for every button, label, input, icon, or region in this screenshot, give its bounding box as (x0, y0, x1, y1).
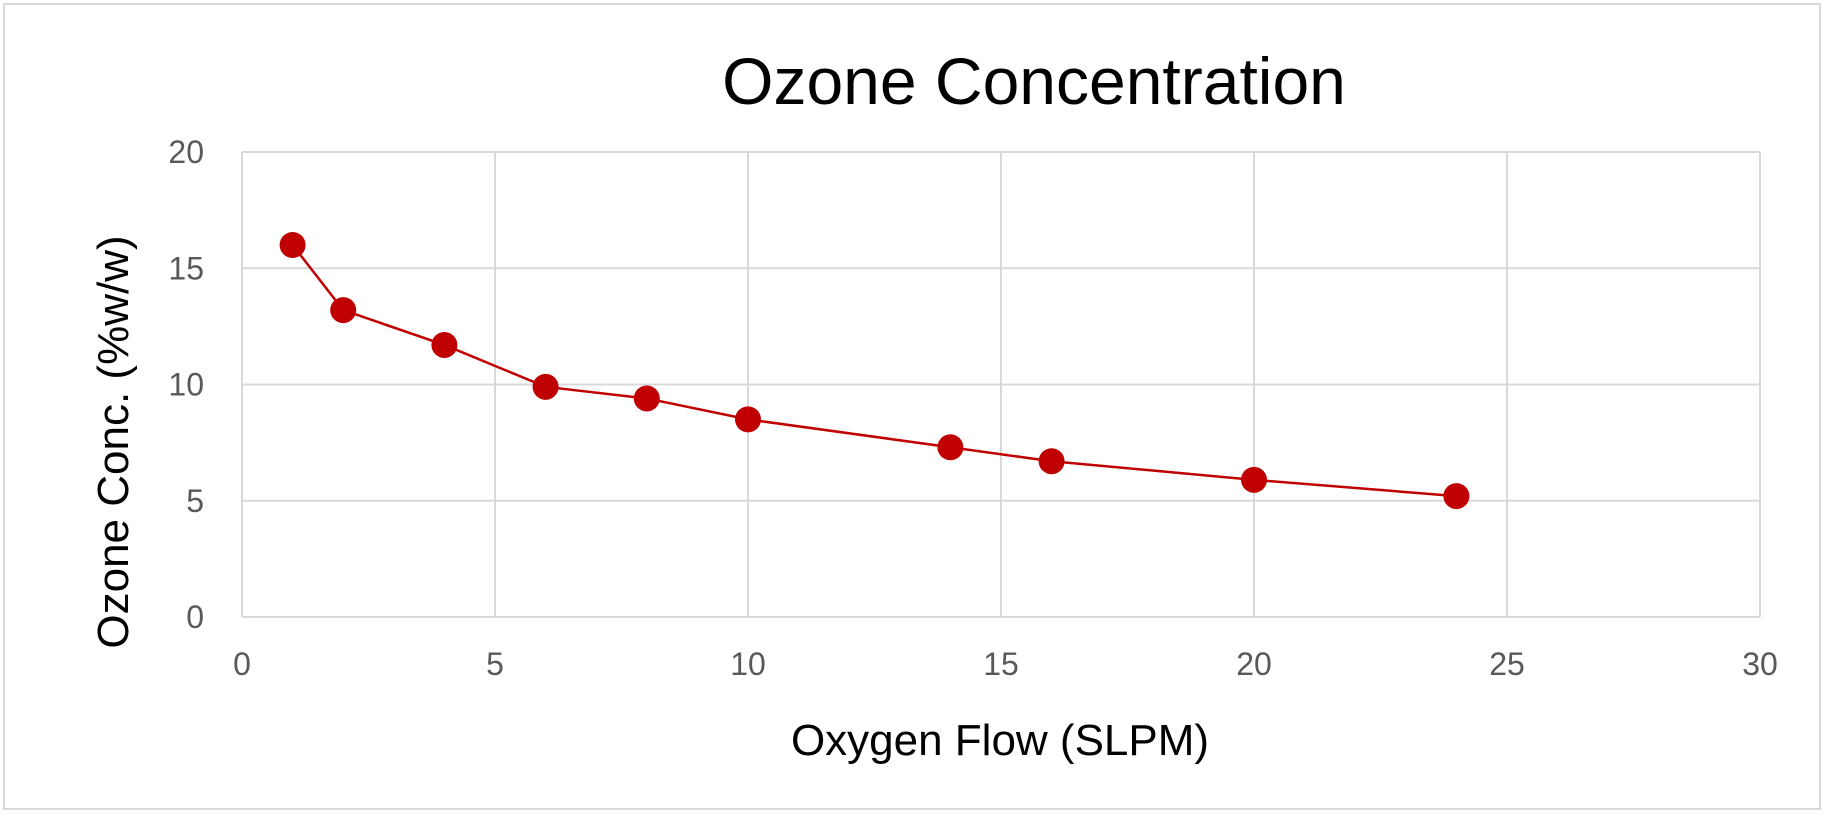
y-tick-label: 5 (186, 483, 204, 519)
x-axis-ticks: 0 5 10 15 20 25 30 (233, 646, 1778, 682)
data-point (1241, 466, 1267, 493)
series-line (291, 244, 1457, 498)
y-axis-title: Ozone Conc. (%w/w) (89, 235, 138, 648)
data-point (431, 331, 458, 358)
gridlines (241, 151, 1761, 618)
data-point (532, 373, 559, 400)
x-axis-title: Oxygen Flow (SLPM) (791, 716, 1209, 765)
x-tick-label: 25 (1489, 646, 1525, 682)
chart-title: Ozone Concentration (722, 44, 1346, 118)
y-tick-label: 0 (186, 599, 204, 635)
y-tick-label: 10 (168, 367, 204, 403)
y-axis-ticks: 0 5 10 15 20 (168, 134, 204, 635)
series (279, 232, 1470, 510)
data-point (633, 385, 660, 412)
data-point (735, 406, 761, 433)
x-tick-label: 15 (983, 646, 1019, 682)
x-tick-label: 5 (486, 646, 504, 682)
x-tick-label: 30 (1742, 646, 1778, 682)
chart-frame (3, 3, 1821, 810)
x-tick-label: 0 (233, 646, 251, 682)
x-tick-label: 20 (1236, 646, 1272, 682)
data-point (937, 434, 964, 461)
data-point (279, 232, 306, 258)
y-tick-label: 20 (168, 134, 204, 170)
data-point (330, 297, 357, 324)
x-tick-label: 10 (730, 646, 766, 682)
y-tick-label: 15 (168, 250, 204, 286)
data-point (1038, 448, 1065, 475)
data-point (1443, 483, 1470, 510)
